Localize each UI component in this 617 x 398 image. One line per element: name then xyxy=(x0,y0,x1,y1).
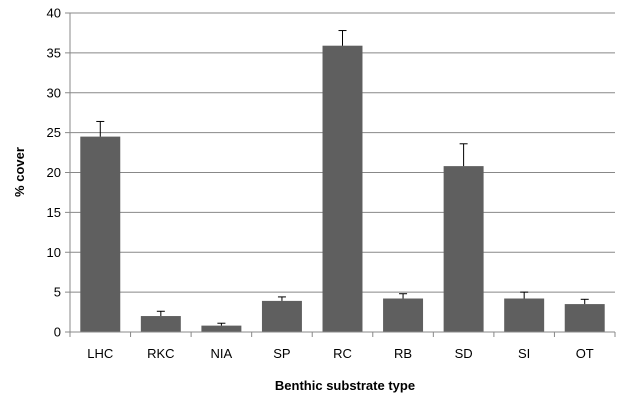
bar-nia xyxy=(201,325,242,332)
axes xyxy=(69,13,616,337)
y-tick-label: 5 xyxy=(54,285,61,300)
y-tick-labels: 0 5 10 15 20 25 30 35 40 xyxy=(47,6,61,340)
x-tick-label: NIA xyxy=(211,346,233,361)
bar-sp xyxy=(261,300,302,332)
x-tick-label: RC xyxy=(333,346,352,361)
y-tick-label: 0 xyxy=(54,325,61,340)
x-tick-label: SP xyxy=(273,346,290,361)
x-tick-label: SD xyxy=(455,346,473,361)
x-tick-label: SI xyxy=(518,346,530,361)
y-tick-label: 20 xyxy=(47,165,61,180)
y-tick-label: 15 xyxy=(47,205,61,220)
y-tick-label: 25 xyxy=(47,125,61,140)
y-tick-label: 30 xyxy=(47,85,61,100)
x-axis-title: Benthic substrate type xyxy=(275,378,415,393)
bar-rc xyxy=(322,45,363,332)
x-tick-label: RKC xyxy=(147,346,174,361)
y-tick-label: 40 xyxy=(47,6,61,21)
bar-si xyxy=(504,298,545,332)
x-tick-label: LHC xyxy=(87,346,113,361)
bar-ot xyxy=(564,304,605,332)
bar-rkc xyxy=(140,316,181,332)
y-axis-title: % cover xyxy=(12,147,27,197)
bars xyxy=(80,45,605,332)
bar-lhc xyxy=(80,136,121,332)
error-bars xyxy=(96,30,589,326)
y-tick-label: 35 xyxy=(47,45,61,60)
bar-rb xyxy=(383,298,424,332)
x-tick-labels: LHC RKC NIA SP RC RB SD SI OT xyxy=(87,346,594,361)
x-tick-label: RB xyxy=(394,346,412,361)
y-tick-label: 10 xyxy=(47,245,61,260)
bar-sd xyxy=(443,166,484,332)
x-tick-label: OT xyxy=(576,346,594,361)
